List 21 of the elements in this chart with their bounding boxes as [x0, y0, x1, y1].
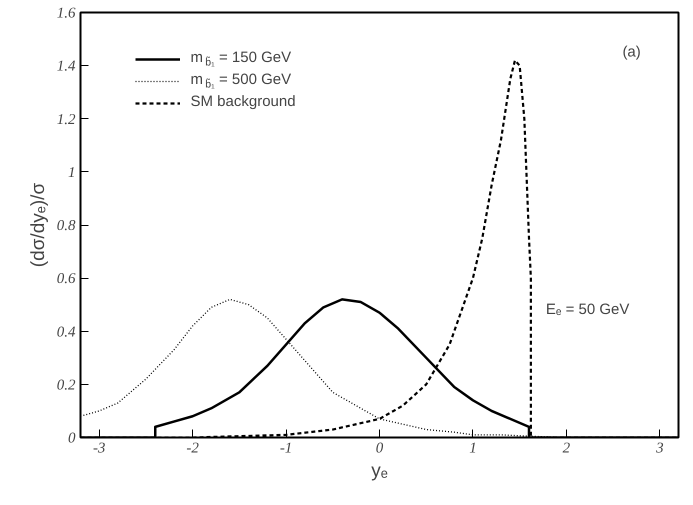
x-tick-label: 2 [562, 440, 571, 456]
y-tick-label: 1.6 [56, 6, 76, 22]
legend-label: SM background [190, 93, 296, 110]
y-tick-label: 1.4 [56, 58, 76, 75]
y-tick-label: 0.2 [56, 377, 76, 394]
annotation: Eₑ = 50 GeV [546, 300, 630, 318]
y-tick-label: 0.6 [56, 271, 76, 288]
y-tick-label: 0.4 [56, 324, 76, 340]
y-tick-label: 1.2 [56, 112, 76, 128]
x-tick-label: -2 [186, 440, 200, 456]
y-tick-label: 0 [68, 430, 76, 446]
x-axis-title: yₑ [371, 460, 388, 482]
x-tick-label: 1 [469, 440, 477, 456]
y-tick-label: 0.8 [56, 218, 76, 234]
x-tick-label: 3 [655, 440, 664, 456]
x-tick-label: 0 [376, 440, 384, 456]
annotation: (a) [622, 43, 641, 60]
y-axis-title: (dσ/dyₑ)/σ [28, 182, 49, 268]
x-tick-label: -1 [280, 440, 292, 456]
x-tick-label: -3 [92, 440, 106, 456]
y-tick-label: 1 [68, 164, 76, 181]
